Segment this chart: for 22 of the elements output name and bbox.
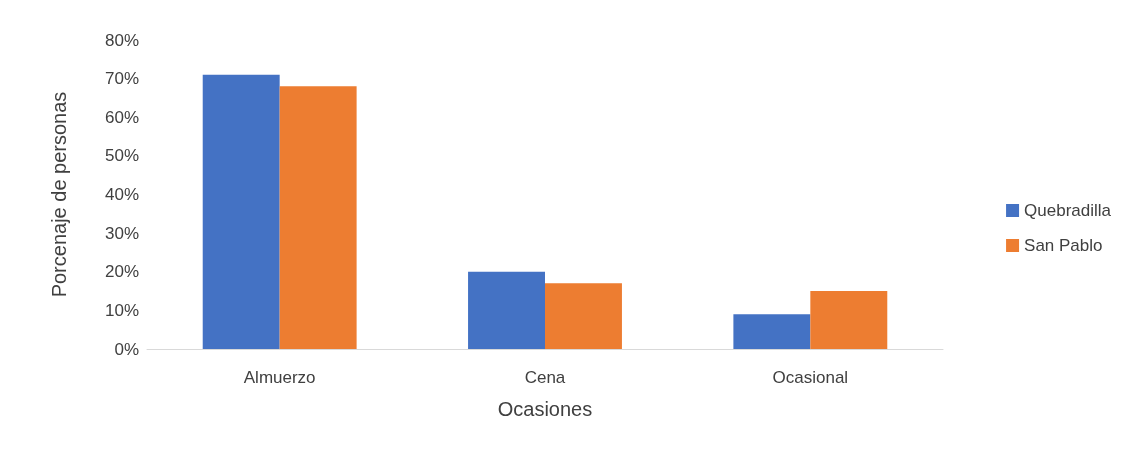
x-axis-title: Ocasiones (497, 398, 593, 420)
y-tick-label: 0% (114, 339, 139, 359)
bar (810, 291, 888, 349)
bar (733, 314, 811, 349)
x-tick-label: Ocasional (772, 368, 849, 387)
y-tick-label: 70% (104, 69, 139, 89)
y-tick-label: 40% (104, 185, 139, 204)
y-tick-label: 10% (104, 300, 139, 320)
y-tick-label: 50% (104, 146, 139, 166)
x-tick-label: Cena (524, 368, 566, 387)
legend-label: San Pablo (1024, 236, 1103, 255)
y-tick-label: 20% (104, 262, 139, 282)
y-tick-label: 60% (104, 107, 139, 127)
legend-label: Quebradilla (1024, 201, 1112, 220)
y-axis-title: Porcenaje de personas (48, 91, 70, 298)
bar (202, 74, 280, 349)
bar (545, 283, 622, 349)
y-tick-label: 80% (104, 30, 139, 50)
bar (468, 271, 545, 349)
y-tick-label: 30% (104, 223, 139, 243)
bar (279, 86, 357, 349)
x-tick-label: Almuerzo (243, 368, 316, 387)
